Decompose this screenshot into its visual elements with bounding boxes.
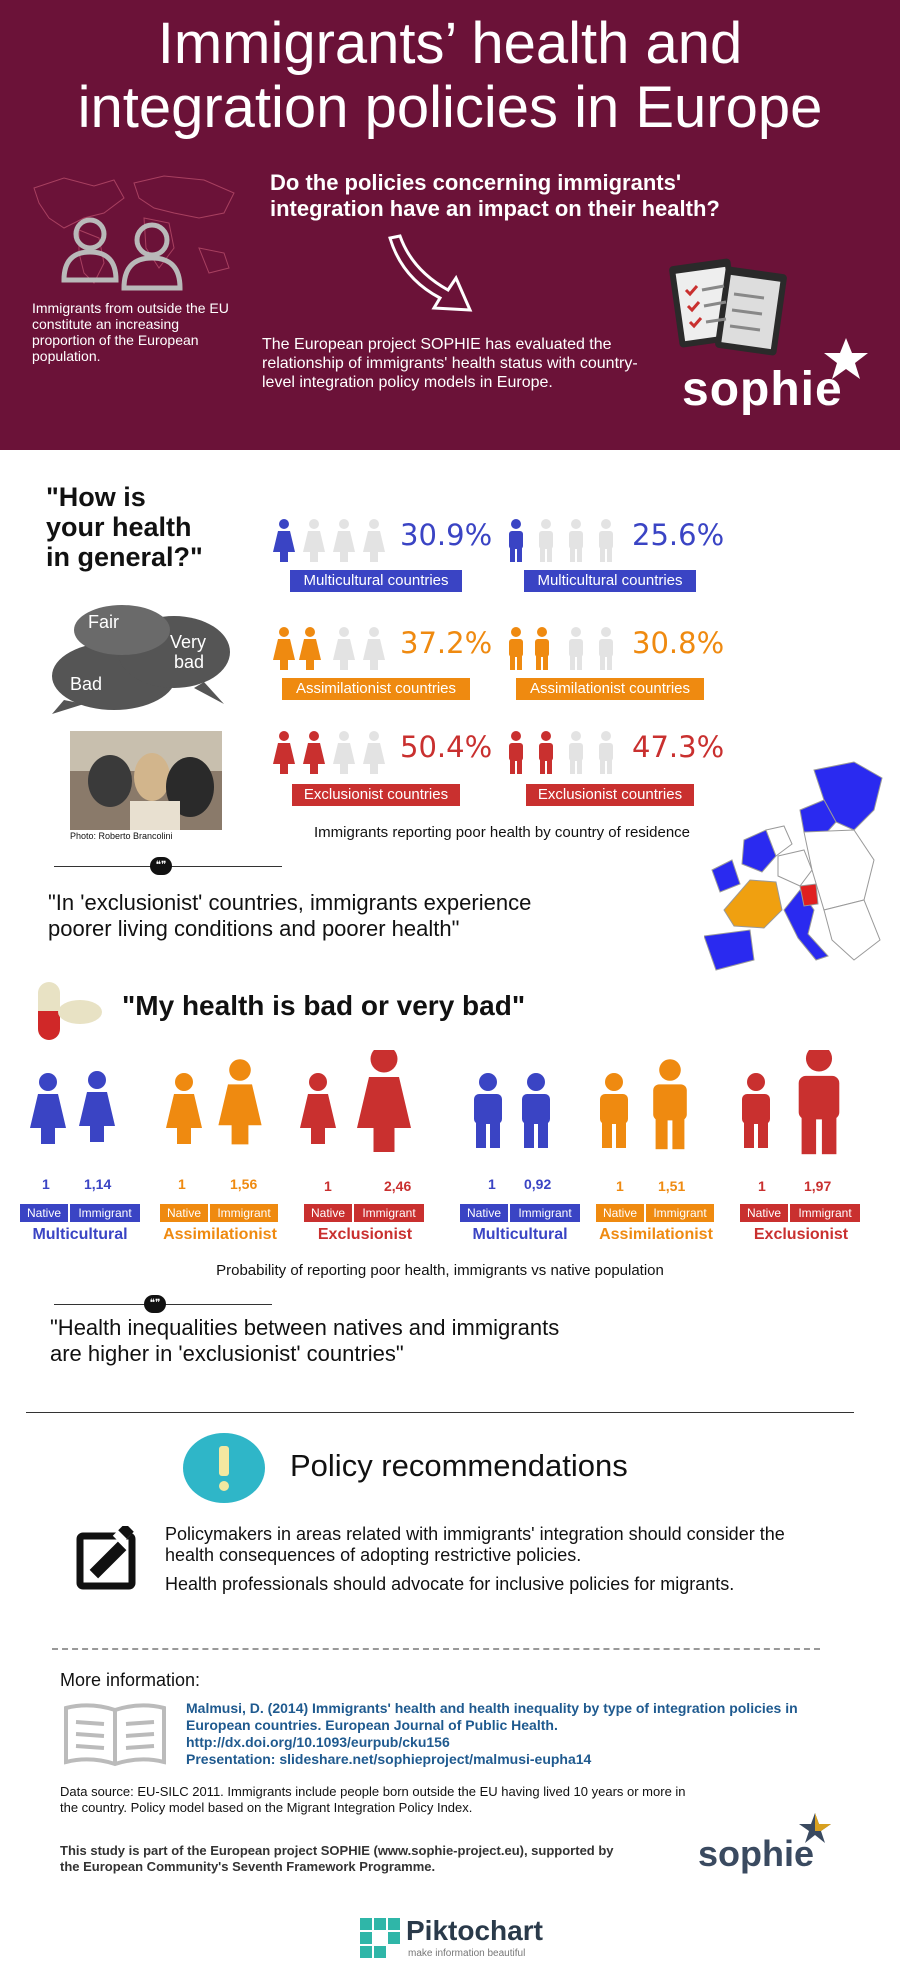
data-source-note: Data source: EU-SILC 2011. Immigrants in…	[60, 1784, 686, 1815]
bad-health-title: "My health is bad or very bad"	[122, 990, 526, 1021]
poor-health-caption: Immigrants reporting poor health by coun…	[313, 824, 691, 841]
pct-assimilationist-men: 30.8%	[632, 626, 725, 660]
label-exclusionist-women: Exclusionist countries	[292, 784, 460, 806]
pill-icon	[38, 982, 102, 1040]
probability-caption: Probability of reporting poor health, im…	[216, 1262, 664, 1279]
arrow-down-icon	[388, 234, 473, 312]
header-banner: Immigrants’ health and integration polic…	[0, 0, 900, 450]
star-icon	[799, 1813, 831, 1843]
group-label-exclusionist: Exclusionist	[317, 1226, 413, 1243]
study-funding-note: This study is part of the European proje…	[60, 1843, 614, 1874]
tag-native: Native	[304, 1204, 352, 1222]
group-label-assimilationist: Assimilationist	[163, 1226, 277, 1243]
ratio-immigrant-multicultural-men: 0,92	[524, 1176, 552, 1192]
sophie-logo: sophie	[682, 363, 843, 416]
ratio-immigrant-assimilationist-women: 1,56	[230, 1176, 258, 1192]
ratio-immigrant-exclusionist-women: 2,46	[384, 1178, 412, 1194]
tag-immigrant: Immigrant	[790, 1204, 860, 1222]
tag-immigrant: Immigrant	[210, 1204, 278, 1222]
bubble-verybad-text: bad	[174, 652, 205, 672]
ratio-immigrant-exclusionist-men: 1,97	[804, 1178, 832, 1194]
pct-multicultural-men: 25.6%	[632, 518, 725, 552]
ratio-native-multicultural-men: 1	[488, 1176, 496, 1192]
reference-presentation-link[interactable]: Presentation: slideshare.net/sophieproje…	[186, 1751, 592, 1767]
tag-native: Native	[596, 1204, 644, 1222]
label-assimilationist-women: Assimilationist countries	[282, 678, 470, 700]
ratio-native-exclusionist-men: 1	[758, 1178, 766, 1194]
ratio-native-exclusionist-women: 1	[324, 1178, 332, 1194]
pct-assimilationist-women: 37.2%	[400, 626, 493, 660]
world-map-icon	[33, 175, 235, 284]
dashed-divider	[52, 1648, 820, 1650]
bubble-bad-text: Bad	[70, 674, 103, 694]
tag-native: Native	[160, 1204, 208, 1222]
page-title: Immigrants’ health and integration polic…	[0, 12, 900, 140]
title-line-1: Immigrants’ health and	[157, 11, 743, 76]
policy-title: Policy recommendations	[290, 1448, 628, 1483]
speech-bubbles-icon	[52, 605, 230, 714]
sophie-logo-bottom: sophie	[698, 1833, 815, 1874]
bubble-very-text: Very	[170, 632, 207, 652]
group-label-assimilationist: Assimilationist	[599, 1226, 713, 1243]
label-exclusionist-men: Exclusionist countries	[526, 784, 694, 806]
clipboard-icon	[669, 258, 787, 356]
title-line-2: integration policies in Europe	[77, 75, 823, 140]
pct-exclusionist-men: 47.3%	[632, 730, 725, 764]
group-label-exclusionist: Exclusionist	[753, 1226, 849, 1243]
section-divider	[26, 1412, 854, 1413]
piktochart-logo-icon	[360, 1918, 400, 1958]
people-pictograms	[273, 519, 613, 774]
exclusionist-quote: "In 'exclusionist' countries, immigrants…	[48, 890, 532, 941]
quote-icon: ❝❞	[144, 1295, 166, 1313]
ratio-native-assimilationist-men: 1	[616, 1178, 624, 1194]
project-description: The European project SOPHIE has evaluate…	[262, 336, 638, 391]
inequalities-quote: "Health inequalities between natives and…	[50, 1315, 560, 1366]
ratio-native-multicultural-women: 1	[42, 1176, 50, 1192]
label-multicultural-women: Multicultural countries	[290, 570, 462, 592]
edit-icon	[76, 1526, 136, 1590]
tag-immigrant: Immigrant	[354, 1204, 424, 1222]
pct-multicultural-women: 30.9%	[400, 518, 493, 552]
group-label-multicultural: Multicultural	[472, 1226, 568, 1243]
people-group-icon	[61, 217, 183, 291]
piktochart-tagline: make information beautiful	[408, 1948, 526, 1959]
ratio-immigrant-multicultural-women: 1,14	[84, 1176, 112, 1192]
pct-exclusionist-women: 50.4%	[400, 730, 493, 764]
health-question: "How is your health in general?"	[46, 482, 203, 572]
header-question: Do the policies concerning immigrants' i…	[270, 170, 720, 221]
ratio-immigrant-assimilationist-men: 1,51	[658, 1178, 686, 1194]
exclamation-icon	[183, 1433, 265, 1503]
tag-native: Native	[740, 1204, 788, 1222]
immigrants-intro-text: Immigrants from outside the EU constitut…	[32, 300, 229, 364]
more-info-label: More information:	[60, 1670, 201, 1690]
europe-map	[704, 761, 883, 971]
reference-citation: Malmusi, D. (2014) Immigrants' health an…	[186, 1700, 798, 1733]
tag-native: Native	[460, 1204, 508, 1222]
bubble-fair-text: Fair	[88, 612, 119, 632]
references: Malmusi, D. (2014) Immigrants' health an…	[186, 1700, 846, 1768]
tag-immigrant: Immigrant	[70, 1204, 140, 1222]
tag-native: Native	[20, 1204, 68, 1222]
photo-credit: Photo: Roberto Brancolini	[70, 831, 173, 841]
tag-immigrant: Immigrant	[510, 1204, 580, 1222]
group-label-multicultural: Multicultural	[32, 1226, 128, 1243]
piktochart-logo: Piktochart	[406, 1915, 543, 1946]
policy-recommendation-1: Policymakers in areas related with immig…	[165, 1524, 785, 1565]
star-icon	[824, 338, 868, 379]
native-immigrant-pictograms	[30, 1050, 840, 1155]
book-icon	[64, 1703, 166, 1767]
label-assimilationist-men: Assimilationist countries	[516, 678, 704, 700]
quote-icon: ❝❞	[150, 857, 172, 875]
immigrants-photo	[70, 731, 222, 830]
ratio-native-assimilationist-women: 1	[178, 1176, 186, 1192]
label-multicultural-men: Multicultural countries	[524, 570, 696, 592]
policy-recommendation-2: Health professionals should advocate for…	[165, 1574, 735, 1594]
reference-doi-link[interactable]: http://dx.doi.org/10.1093/eurpub/cku156	[186, 1734, 450, 1750]
tag-immigrant: Immigrant	[646, 1204, 714, 1222]
